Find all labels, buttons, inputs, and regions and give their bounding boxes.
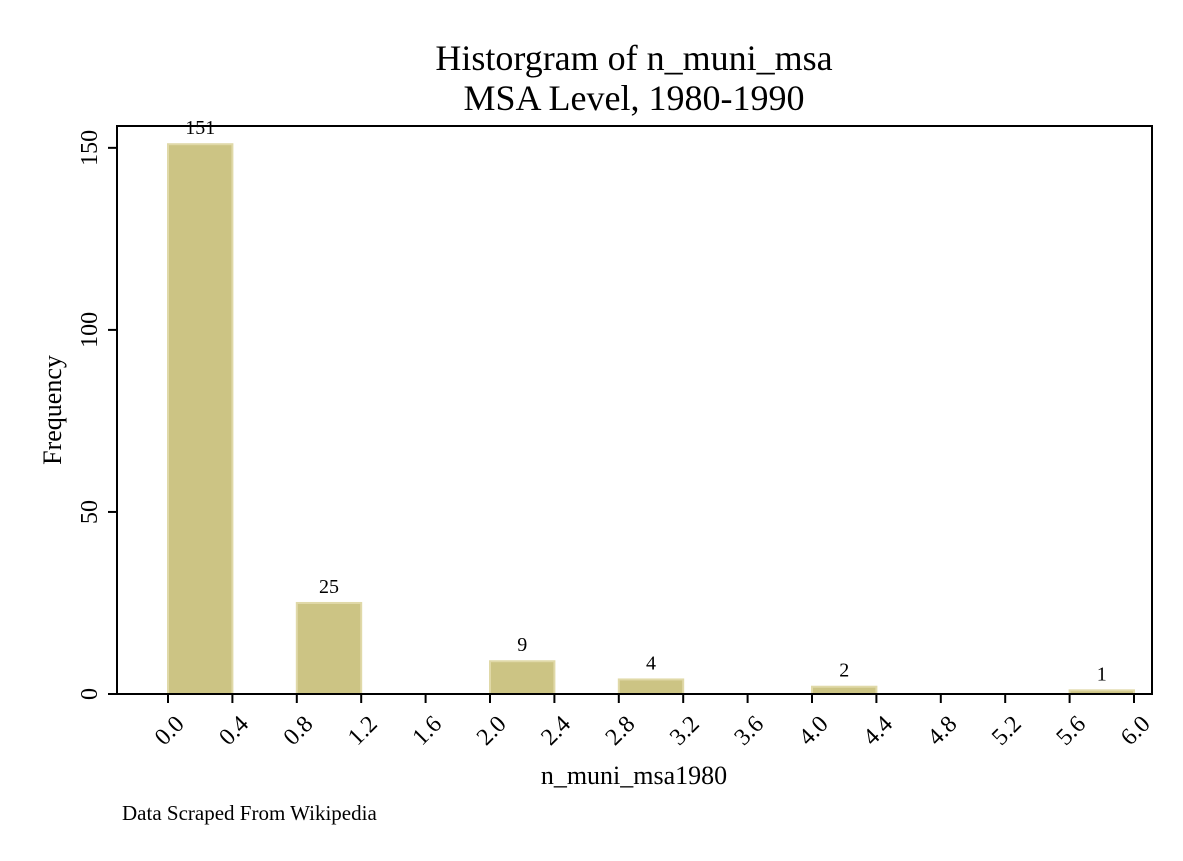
bar-value-label: 2: [839, 660, 849, 682]
x-tick-label: 4.4: [858, 711, 898, 751]
x-tick-label: 2.0: [472, 711, 512, 751]
x-axis-label: n_muni_msa1980: [541, 761, 727, 790]
x-tick-label: 6.0: [1116, 711, 1156, 751]
x-tick-label: 1.2: [343, 711, 383, 751]
histogram-bar: [617, 678, 685, 696]
bar-value-label: 151: [185, 117, 215, 139]
bar-value-label: 9: [517, 634, 527, 656]
y-tick-label: 50: [77, 500, 103, 524]
x-tick-label: 3.2: [665, 711, 705, 751]
histogram-bar: [295, 601, 363, 696]
x-tick-label: 5.6: [1052, 711, 1092, 751]
x-tick-label: 1.6: [408, 711, 448, 751]
x-tick-label: 4.0: [794, 711, 834, 751]
y-tick-label: 150: [77, 130, 103, 166]
x-tick-label: 4.8: [923, 711, 963, 751]
x-tick-label: 2.4: [536, 711, 576, 751]
chart-subtitle: MSA Level, 1980-1990: [464, 78, 805, 118]
bar-value-label: 25: [319, 576, 339, 598]
y-tick-label: 0: [77, 688, 103, 700]
x-tick-label: 0.8: [279, 711, 319, 751]
x-tick-label: 2.8: [601, 711, 641, 751]
y-axis-label: Frequency: [38, 355, 67, 465]
plot-frame: [116, 125, 1153, 695]
bar-value-label: 4: [646, 652, 656, 674]
y-tick-label: 100: [77, 312, 103, 348]
x-tick-label: 5.2: [987, 711, 1027, 751]
chart-title: Historgram of n_muni_msa: [435, 38, 832, 78]
bar-value-label: 1: [1097, 663, 1107, 685]
x-tick-label: 0.0: [150, 711, 190, 751]
x-tick-label: 0.4: [214, 711, 254, 751]
histogram-bar: [811, 685, 878, 696]
x-tick-label: 3.6: [730, 711, 770, 751]
chart-note: Data Scraped From Wikipedia: [122, 801, 377, 825]
histogram-bar: [489, 660, 556, 696]
histogram-bar: [167, 143, 234, 695]
